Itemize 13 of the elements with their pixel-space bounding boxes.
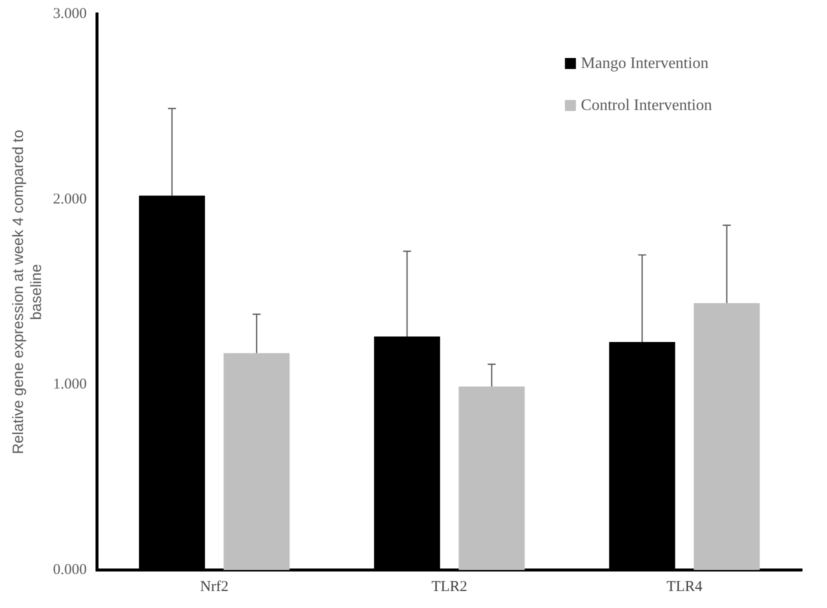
y-tick-label: 0.000 [53, 562, 87, 578]
y-axis-title: Relative gene expression at week 4 compared to baseline [10, 130, 46, 454]
x-tick-label: TLR2 [431, 578, 468, 595]
bar [224, 353, 290, 570]
y-tick-label: 1.000 [53, 376, 87, 393]
x-tick-label: Nrf2 [200, 578, 228, 595]
bar [694, 303, 760, 570]
legend-label: Mango Intervention [580, 55, 708, 72]
y-tick-label: 2.000 [53, 191, 87, 208]
legend-label: Control Intervention [580, 97, 712, 114]
y-tick-label: 3.000 [53, 6, 87, 22]
x-tick-label: TLR4 [666, 578, 703, 595]
bar [458, 386, 525, 570]
